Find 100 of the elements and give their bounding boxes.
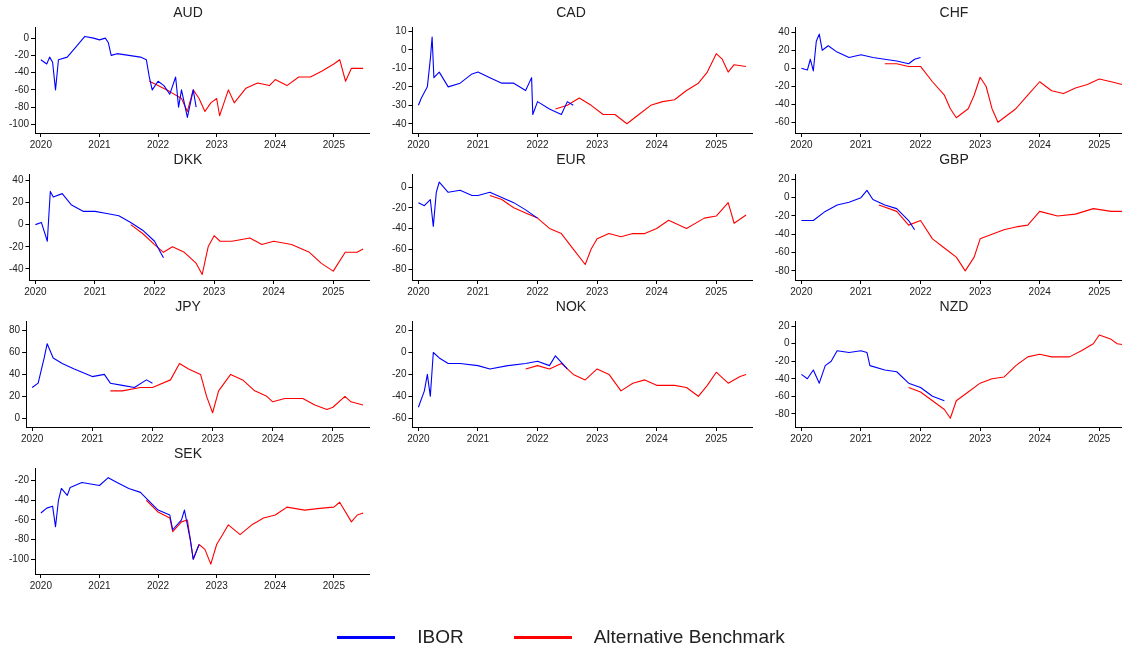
y-tick-label: -60 [14, 83, 30, 95]
legend-label: Alternative Benchmark [593, 626, 785, 648]
x-tick-label: 2023 [585, 285, 609, 297]
y-tick-label: 40 [9, 368, 21, 380]
y-tick-label: -40 [775, 228, 790, 240]
x-tick-label: 2020 [790, 432, 813, 444]
x-tick-label: 2020 [407, 432, 430, 444]
x-tick-label: 2024 [264, 138, 287, 150]
x-tick-label: 2024 [1028, 432, 1052, 444]
x-tick-label: 2020 [407, 138, 430, 150]
chart-title: CHF [939, 4, 969, 21]
chart-title: CAD [556, 4, 586, 21]
y-tick-label: -60 [392, 242, 407, 254]
y-tick-label: 20 [12, 196, 24, 208]
x-tick-label: 2025 [705, 138, 728, 150]
chart-title: SEK [173, 445, 203, 462]
x-tick-label: 2024 [1028, 285, 1052, 297]
y-tick-label: -20 [392, 201, 407, 213]
y-tick-label: 0 [400, 180, 407, 192]
x-tick-label: 2020 [29, 579, 53, 591]
x-tick-label: 2023 [968, 285, 992, 297]
y-tick-label: -40 [392, 222, 407, 234]
y-tick-label: -60 [775, 115, 790, 127]
x-tick-label: 2024 [264, 579, 287, 591]
y-tick-label: 20 [395, 324, 407, 336]
y-tick-label: -40 [775, 97, 790, 109]
y-tick-label: 40 [778, 26, 790, 38]
x-tick-label: 2025 [1088, 285, 1111, 297]
x-tick-label: 2023 [202, 285, 226, 297]
x-tick-label: 2020 [21, 432, 44, 444]
x-tick-label: 2021 [88, 138, 112, 150]
chart-title: NZD [939, 298, 969, 315]
x-tick-label: 2023 [201, 432, 225, 444]
x-tick-label: 2024 [1028, 138, 1052, 150]
y-tick-label: -60 [775, 390, 790, 402]
y-tick-label: -20 [9, 240, 24, 252]
x-tick-label: 2021 [466, 285, 490, 297]
x-tick-label: 2024 [262, 285, 286, 297]
x-tick-label: 2021 [466, 432, 490, 444]
x-tick-label: 2020 [407, 285, 430, 297]
y-tick-label: -60 [392, 411, 407, 423]
x-tick-label: 2022 [526, 138, 550, 150]
chart-title: GBP [939, 151, 969, 168]
x-tick-label: 2021 [88, 579, 112, 591]
x-tick-label: 2023 [968, 138, 992, 150]
y-tick-label: -20 [775, 79, 790, 91]
y-tick-label: 10 [395, 25, 407, 37]
y-tick-label: -20 [392, 80, 407, 92]
y-tick-label: 0 [783, 337, 790, 349]
x-tick-label: 2025 [322, 285, 345, 297]
y-tick-label: 20 [778, 319, 790, 331]
y-tick-label: -10 [392, 62, 407, 74]
x-tick-label: 2022 [526, 285, 550, 297]
y-tick-label: 0 [783, 62, 790, 74]
x-tick-label: 2021 [83, 285, 107, 297]
x-tick-label: 2021 [849, 432, 873, 444]
y-tick-label: 20 [778, 173, 790, 185]
x-tick-label: 2025 [322, 579, 346, 591]
chart-title: NOK [555, 298, 587, 315]
y-tick-label: -30 [392, 99, 407, 111]
y-tick-label: -60 [775, 246, 790, 258]
x-tick-label: 2023 [205, 138, 229, 150]
x-tick-label: 2020 [24, 285, 47, 297]
legend-label: IBOR [417, 626, 464, 648]
y-tick-label: 20 [9, 390, 21, 402]
y-tick-label: 0 [17, 218, 24, 230]
y-tick-label: 0 [23, 31, 30, 43]
y-tick-label: 40 [12, 174, 24, 186]
x-tick-label: 2025 [705, 285, 728, 297]
x-tick-label: 2023 [968, 432, 992, 444]
x-tick-label: 2021 [849, 138, 873, 150]
x-tick-label: 2024 [645, 138, 669, 150]
y-tick-label: -80 [392, 263, 407, 275]
x-tick-label: 2022 [146, 579, 170, 591]
x-tick-label: 2020 [29, 138, 53, 150]
y-tick-label: -40 [392, 390, 407, 402]
x-tick-label: 2022 [909, 285, 933, 297]
y-tick-label: -80 [14, 533, 30, 545]
x-tick-label: 2020 [790, 138, 813, 150]
x-tick-label: 2022 [146, 138, 170, 150]
x-tick-label: 2025 [1088, 432, 1111, 444]
x-tick-label: 2020 [790, 285, 813, 297]
x-tick-label: 2024 [645, 432, 669, 444]
x-tick-label: 2022 [909, 432, 933, 444]
x-tick-label: 2021 [81, 432, 104, 444]
y-tick-label: -100 [9, 118, 30, 130]
y-tick-label: -20 [14, 49, 30, 61]
x-tick-label: 2025 [322, 138, 346, 150]
y-tick-label: 0 [400, 346, 407, 358]
y-tick-label: 0 [400, 43, 407, 55]
x-tick-label: 2024 [645, 285, 669, 297]
x-tick-label: 2021 [466, 138, 490, 150]
x-tick-label: 2022 [526, 432, 550, 444]
x-tick-label: 2022 [909, 138, 933, 150]
x-tick-label: 2025 [321, 432, 345, 444]
y-tick-label: -40 [392, 117, 407, 129]
y-tick-label: -100 [9, 553, 30, 564]
x-tick-label: 2023 [585, 432, 609, 444]
x-tick-label: 2024 [261, 432, 285, 444]
x-tick-label: 2025 [705, 432, 728, 444]
